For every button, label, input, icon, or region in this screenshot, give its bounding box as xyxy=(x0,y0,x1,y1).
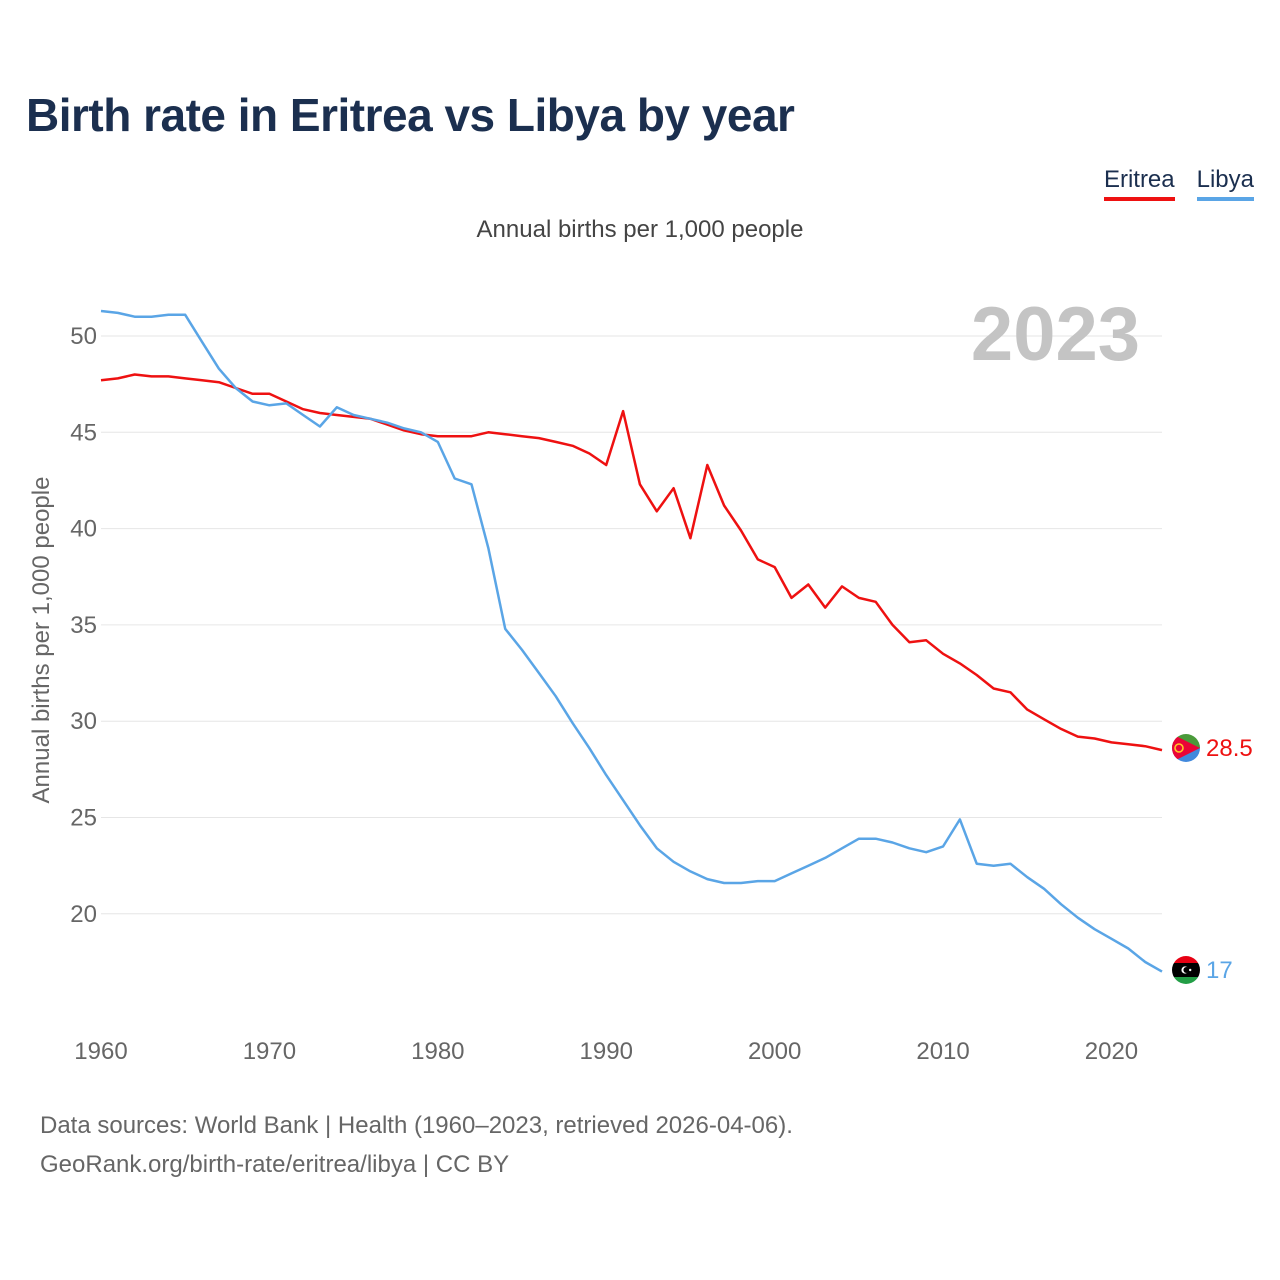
series-line-eritrea[interactable] xyxy=(100,373,1163,752)
y-tick-label: 40 xyxy=(70,516,97,543)
x-tick-label: 1980 xyxy=(411,1038,464,1065)
flag-eritrea-icon xyxy=(1172,734,1200,762)
y-tick-label: 50 xyxy=(70,323,97,350)
y-tick-label: 20 xyxy=(70,901,97,928)
x-tick-label: 2000 xyxy=(748,1038,801,1065)
end-value-eritrea: 28.5 xyxy=(1206,735,1253,762)
legend: Eritrea Libya xyxy=(1103,166,1254,201)
source-line-2[interactable]: GeoRank.org/birth-rate/eritrea/libya | C… xyxy=(40,1151,510,1178)
data-source: Data sources: World Bank | Health (1960–… xyxy=(40,1106,793,1184)
year-watermark: 2023 xyxy=(971,292,1140,377)
x-tick-label: 2020 xyxy=(1085,1038,1138,1065)
y-tick-label: 30 xyxy=(70,708,97,735)
legend-item-libya[interactable]: Libya xyxy=(1196,166,1254,201)
source-line-1: Data sources: World Bank | Health (1960–… xyxy=(40,1112,793,1139)
chart-title: Birth rate in Eritrea vs Libya by year xyxy=(26,89,795,141)
x-tick-label: 2010 xyxy=(916,1038,969,1065)
y-tick-label: 25 xyxy=(70,805,97,832)
x-tick-label: 1960 xyxy=(74,1038,127,1065)
chart-subtitle: Annual births per 1,000 people xyxy=(476,216,804,243)
end-value-libya: 17 xyxy=(1206,957,1233,984)
y-tick-label: 35 xyxy=(70,612,97,639)
flag-libya-icon xyxy=(1172,956,1200,984)
legend-item-eritrea[interactable]: Eritrea xyxy=(1103,166,1175,201)
x-tick-label: 1990 xyxy=(580,1038,633,1065)
y-tick-label: 45 xyxy=(70,419,97,446)
series-line-libya[interactable] xyxy=(100,309,1163,973)
x-tick-label: 1970 xyxy=(243,1038,296,1065)
